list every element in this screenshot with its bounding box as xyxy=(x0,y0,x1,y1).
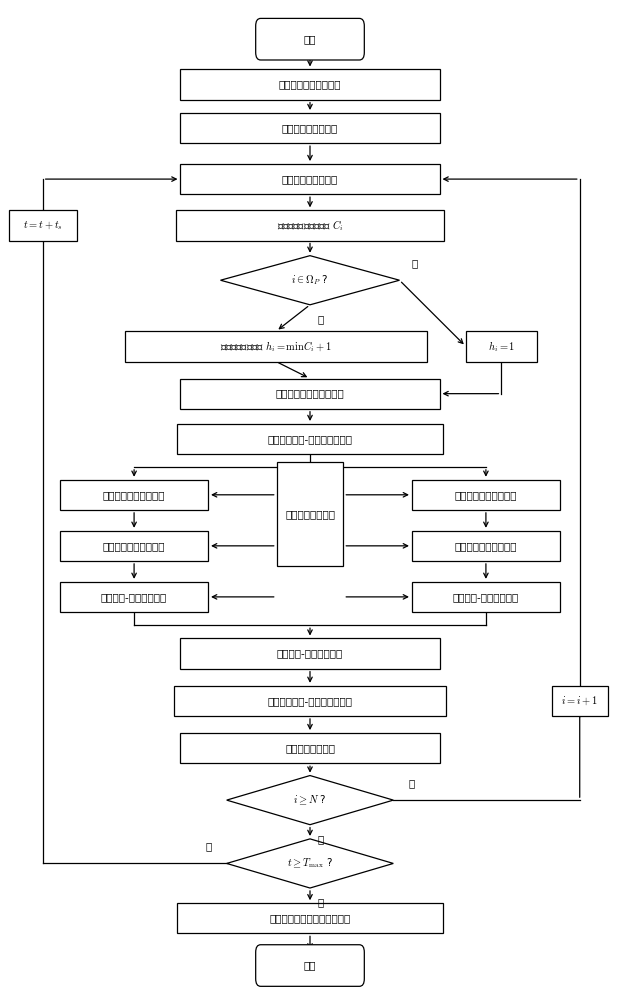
Bar xyxy=(412,531,560,561)
Text: $t \geq T_{\max}$ ?: $t \geq T_{\max}$ ? xyxy=(287,857,333,870)
Bar xyxy=(180,164,440,194)
Text: $i = i+1$: $i = i+1$ xyxy=(561,695,598,707)
Text: 受限感知范围约束: 受限感知范围约束 xyxy=(285,509,335,519)
Bar xyxy=(412,582,560,612)
Text: 计算目标观测依赖性系数: 计算目标观测依赖性系数 xyxy=(276,389,344,399)
Text: 构建邻居观测层级集合 $C_i$: 构建邻居观测层级集合 $C_i$ xyxy=(277,218,343,233)
Text: 计算头狼子群交互势场: 计算头狼子群交互势场 xyxy=(103,541,166,551)
Text: 计算从狼-头狼交互势场: 计算从狼-头狼交互势场 xyxy=(101,592,167,602)
Text: 是: 是 xyxy=(318,834,324,844)
Text: 输出无人机集群合围控制轨迹: 输出无人机集群合围控制轨迹 xyxy=(269,913,351,923)
Text: 执行狼群领导-跟随合围控制律: 执行狼群领导-跟随合围控制律 xyxy=(267,696,353,706)
Text: 配置从狼子群空间结构: 配置从狼子群空间结构 xyxy=(454,490,517,500)
Bar xyxy=(552,686,608,716)
Bar xyxy=(175,210,445,241)
Text: 初始化无人机运动模型: 初始化无人机运动模型 xyxy=(279,80,341,90)
FancyBboxPatch shape xyxy=(255,18,365,60)
Text: 否: 否 xyxy=(409,778,415,788)
Bar xyxy=(174,686,446,716)
Bar xyxy=(180,638,440,669)
Bar xyxy=(466,331,537,362)
Bar xyxy=(177,424,443,454)
Bar xyxy=(180,69,440,100)
Bar xyxy=(60,531,208,561)
Text: 结束: 结束 xyxy=(304,961,316,971)
Text: $i \geq N$ ?: $i \geq N$ ? xyxy=(293,793,327,807)
Bar xyxy=(9,210,77,241)
Text: 等效控制指令转换: 等效控制指令转换 xyxy=(285,743,335,753)
Bar xyxy=(180,379,440,409)
Text: 否: 否 xyxy=(412,258,418,268)
Text: 构建相邻无人机集合: 构建相邻无人机集合 xyxy=(282,174,338,184)
Bar xyxy=(277,462,343,566)
Text: $h_i = 1$: $h_i = 1$ xyxy=(488,339,515,354)
Text: 是: 是 xyxy=(318,314,324,324)
Text: $i \in \Omega_P$ ?: $i \in \Omega_P$ ? xyxy=(291,273,329,287)
Text: 计算狼群-猎物交互势场: 计算狼群-猎物交互势场 xyxy=(277,649,343,659)
Text: 计算头狼-从狼交互势场: 计算头狼-从狼交互势场 xyxy=(453,592,519,602)
Polygon shape xyxy=(227,776,393,825)
Bar xyxy=(180,733,440,763)
Text: 初始化狩猎观测层级: 初始化狩猎观测层级 xyxy=(282,123,338,133)
Polygon shape xyxy=(221,256,399,305)
Bar xyxy=(177,903,443,933)
Text: $t = t + t_s$: $t = t + t_s$ xyxy=(23,219,63,232)
Bar xyxy=(60,582,208,612)
Polygon shape xyxy=(227,839,393,888)
Bar xyxy=(125,331,427,362)
Text: 配置头狼子群空间结构: 配置头狼子群空间结构 xyxy=(103,490,166,500)
Bar xyxy=(60,480,208,510)
FancyBboxPatch shape xyxy=(255,945,365,986)
Text: 计算狼群领导-跟随目标观测器: 计算狼群领导-跟随目标观测器 xyxy=(267,434,353,444)
Bar xyxy=(412,480,560,510)
Text: 计算从狼子群交互势场: 计算从狼子群交互势场 xyxy=(454,541,517,551)
Text: 确定狩猎观测层级 $h_i = \min C_i + 1$: 确定狩猎观测层级 $h_i = \min C_i + 1$ xyxy=(220,339,332,354)
Bar xyxy=(180,113,440,143)
Text: 否: 否 xyxy=(205,841,211,851)
Text: 开始: 开始 xyxy=(304,34,316,44)
Text: 是: 是 xyxy=(318,897,324,907)
